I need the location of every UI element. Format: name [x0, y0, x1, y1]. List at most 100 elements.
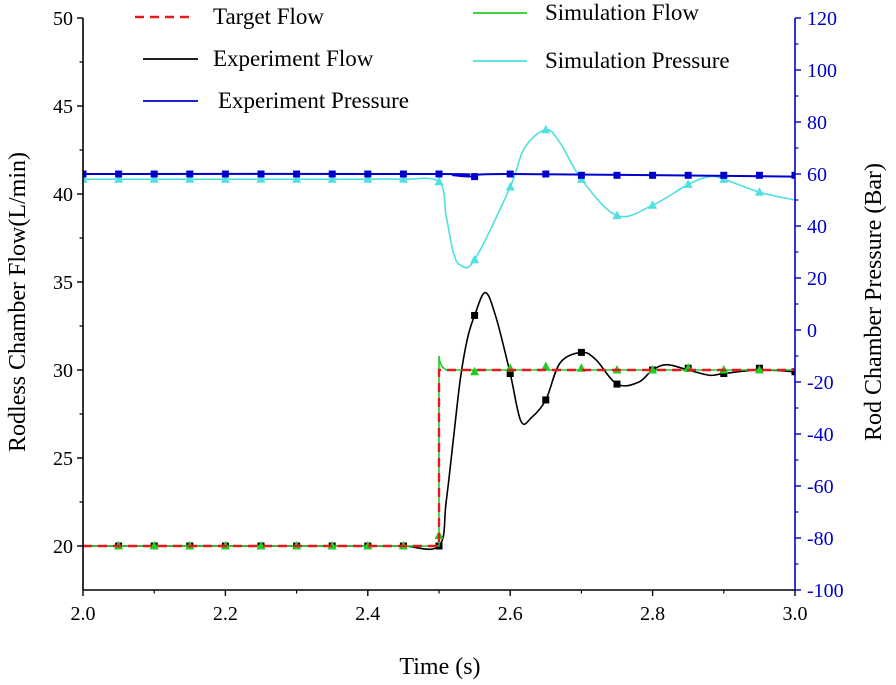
experiment-flow-point [506, 370, 514, 378]
y-right-tick-label: 120 [807, 8, 837, 30]
experiment-pressure-point [506, 170, 514, 178]
simulation-pressure-point [434, 176, 444, 186]
simulation-pressure-point [505, 182, 515, 191]
series-target-flow [83, 368, 795, 548]
legend: Target Flow Simulation Flow Experiment Flo… [135, 0, 730, 113]
y-left-tick-label: 25 [53, 448, 73, 470]
y-left-tick-label: 30 [53, 360, 73, 382]
simulation-pressure-point [683, 179, 693, 188]
y-right-tick-label: 20 [807, 268, 827, 290]
experiment-pressure-point [542, 170, 550, 178]
y-right-tick-label: 40 [807, 216, 827, 238]
experiment-pressure-point [83, 170, 87, 178]
experiment-pressure-point [435, 170, 443, 178]
simulation-pressure-point [648, 200, 658, 209]
x-axis-title: Time (s) [399, 654, 480, 680]
experiment-pressure-point [577, 171, 585, 179]
experiment-pressure-point [399, 170, 407, 178]
series-layer [83, 124, 795, 551]
simulation-flow-point [327, 541, 337, 550]
y-axis-left-title: Rodless Chamber Flow(L/min) [5, 152, 31, 452]
simulation-pressure-point [363, 174, 373, 183]
simulation-flow-point [648, 365, 658, 374]
simulation-flow-point [256, 541, 266, 550]
experiment-pressure-point [186, 170, 194, 178]
experiment-pressure-point [791, 171, 795, 179]
simulation-pressure-point [220, 174, 230, 183]
simulation-flow-point [149, 541, 159, 550]
experiment-pressure-point [328, 170, 336, 178]
experiment-pressure-point [613, 171, 621, 179]
experiment-pressure-point [150, 170, 158, 178]
experiment-flow-point [542, 396, 550, 404]
legend-item-experiment-pressure: Experiment Pressure [143, 88, 409, 113]
experiment-pressure-point [257, 170, 265, 178]
y-left-tick-label: 40 [53, 184, 73, 206]
legend-label: Experiment Pressure [218, 88, 409, 113]
y-right-tick-label: -20 [807, 372, 834, 394]
x-tick-label: 2.6 [498, 603, 523, 625]
y-right-tick-label: 80 [807, 112, 827, 134]
simulation-pressure-point [114, 174, 124, 183]
legend-item-target-flow: Target Flow [135, 4, 324, 29]
experiment-flow-point [613, 380, 621, 388]
simulation-pressure-point [256, 174, 266, 183]
legend-item-simulation-flow: Simulation Flow [473, 0, 699, 25]
experiment-flow-point [720, 370, 728, 378]
simulation-pressure-point [541, 124, 551, 134]
y-axis-right-title: Rod Chamber Pressure (Bar) [861, 163, 887, 441]
experiment-pressure-line [83, 172, 795, 178]
legend-item-simulation-pressure: Simulation Pressure [473, 48, 730, 73]
simulation-pressure-point [149, 174, 159, 183]
y-left-tick-label: 20 [53, 536, 73, 558]
axes-layer: 2.0 2.2 2.4 2.6 2.8 3.0 20 25 30 35 40 45 50 -100 -80 -… [53, 8, 844, 625]
simulation-pressure-point [185, 174, 195, 183]
y-right-tick-label: -60 [807, 476, 834, 498]
experiment-pressure-point [471, 173, 479, 181]
y-left-tick-label: 45 [53, 96, 73, 118]
simulation-pressure-line [83, 128, 795, 269]
experiment-flow-point [577, 348, 585, 356]
y-right-tick-label: 60 [807, 164, 827, 186]
simulation-pressure-point [292, 174, 302, 183]
experiment-pressure-point [221, 170, 229, 178]
simulation-pressure-point [327, 174, 337, 183]
experiment-pressure-point [649, 171, 657, 179]
legend-label: Simulation Flow [545, 0, 699, 25]
experiment-pressure-point [115, 170, 123, 178]
simulation-flow-point [363, 541, 373, 550]
series-experiment-flow [83, 291, 795, 551]
y-left-tick-label: 35 [53, 272, 73, 294]
simulation-pressure-point [398, 174, 408, 183]
y-right-tick-label: -40 [807, 424, 834, 446]
legend-item-experiment-flow: Experiment Flow [143, 46, 374, 71]
x-tick-label: 2.8 [640, 603, 665, 625]
experiment-pressure-point [364, 170, 372, 178]
simulation-pressure-point [612, 210, 622, 220]
experiment-pressure-point [293, 170, 301, 178]
experiment-pressure-point [684, 171, 692, 179]
y-right-tick-label: -100 [807, 580, 844, 602]
y-right-tick-label: 100 [807, 60, 837, 82]
x-tick-label: 3.0 [783, 603, 808, 625]
target-flow-line [83, 368, 795, 548]
x-tick-label: 2.2 [213, 603, 238, 625]
series-experiment-pressure [83, 170, 795, 181]
series-simulation-pressure [83, 124, 795, 269]
legend-label: Target Flow [213, 4, 324, 29]
simulation-flow-line [83, 355, 795, 547]
legend-label: Experiment Flow [213, 46, 374, 71]
simulation-flow-point [754, 365, 764, 374]
experiment-flow-point [791, 368, 795, 376]
y-right-tick-label: 0 [807, 320, 817, 342]
experiment-pressure-point [755, 171, 763, 179]
x-tick-label: 2.4 [355, 603, 380, 625]
experiment-flow-point [471, 311, 479, 319]
simulation-flow-point [470, 366, 480, 376]
simulation-flow-point [541, 361, 551, 370]
simulation-pressure-point [470, 254, 480, 264]
simulation-pressure-point [754, 187, 764, 196]
y-left-tick-label: 50 [53, 8, 73, 30]
experiment-pressure-point [720, 171, 728, 179]
